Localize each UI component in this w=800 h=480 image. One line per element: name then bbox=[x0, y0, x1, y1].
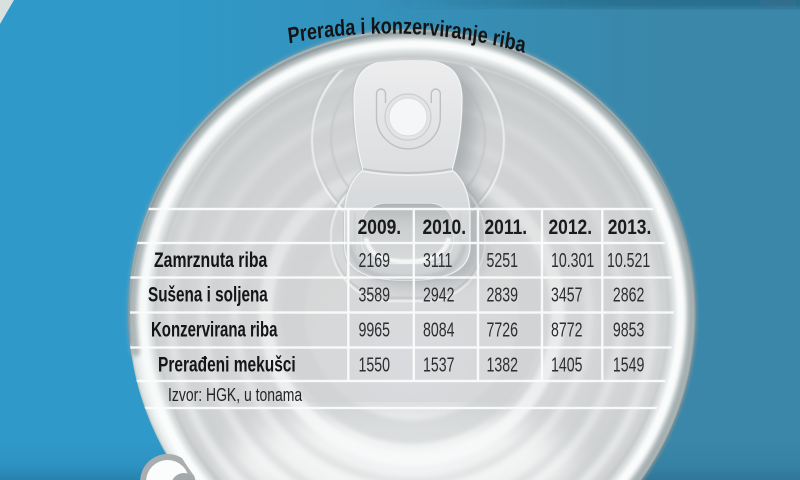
svg-text:Konzervirana riba: Konzervirana riba bbox=[151, 318, 278, 341]
svg-text:Zamrznuta riba: Zamrznuta riba bbox=[154, 248, 268, 272]
svg-text:10.521: 10.521 bbox=[607, 248, 650, 271]
svg-text:2862: 2862 bbox=[613, 283, 644, 306]
svg-text:7726: 7726 bbox=[487, 318, 519, 341]
svg-text:8772: 8772 bbox=[551, 318, 582, 341]
svg-text:2839: 2839 bbox=[487, 283, 518, 306]
svg-text:Sušena i soljena: Sušena i soljena bbox=[148, 282, 268, 306]
svg-text:9853: 9853 bbox=[613, 318, 645, 341]
svg-text:1549: 1549 bbox=[613, 353, 644, 376]
svg-text:2169: 2169 bbox=[359, 248, 390, 271]
svg-text:5251: 5251 bbox=[487, 248, 518, 271]
svg-text:1382: 1382 bbox=[487, 353, 518, 376]
svg-text:1537: 1537 bbox=[423, 353, 454, 376]
svg-text:Prerađeni mekušci: Prerađeni mekušci bbox=[158, 352, 296, 376]
svg-text:3457: 3457 bbox=[551, 283, 582, 306]
svg-text:3111: 3111 bbox=[423, 248, 452, 271]
svg-text:2010.: 2010. bbox=[423, 215, 467, 239]
svg-text:9965: 9965 bbox=[359, 318, 391, 341]
svg-text:10.301: 10.301 bbox=[551, 248, 594, 271]
svg-text:1405: 1405 bbox=[551, 353, 583, 376]
svg-text:2013.: 2013. bbox=[608, 215, 652, 239]
svg-text:2012.: 2012. bbox=[549, 215, 593, 239]
svg-text:2009.: 2009. bbox=[358, 215, 402, 239]
svg-text:8084: 8084 bbox=[423, 318, 455, 341]
svg-text:Izvor: HGK, u tonama: Izvor: HGK, u tonama bbox=[168, 385, 303, 405]
svg-text:3589: 3589 bbox=[359, 283, 390, 306]
svg-text:2011.: 2011. bbox=[485, 215, 528, 239]
svg-text:2942: 2942 bbox=[423, 283, 454, 306]
svg-text:1550: 1550 bbox=[359, 353, 391, 376]
